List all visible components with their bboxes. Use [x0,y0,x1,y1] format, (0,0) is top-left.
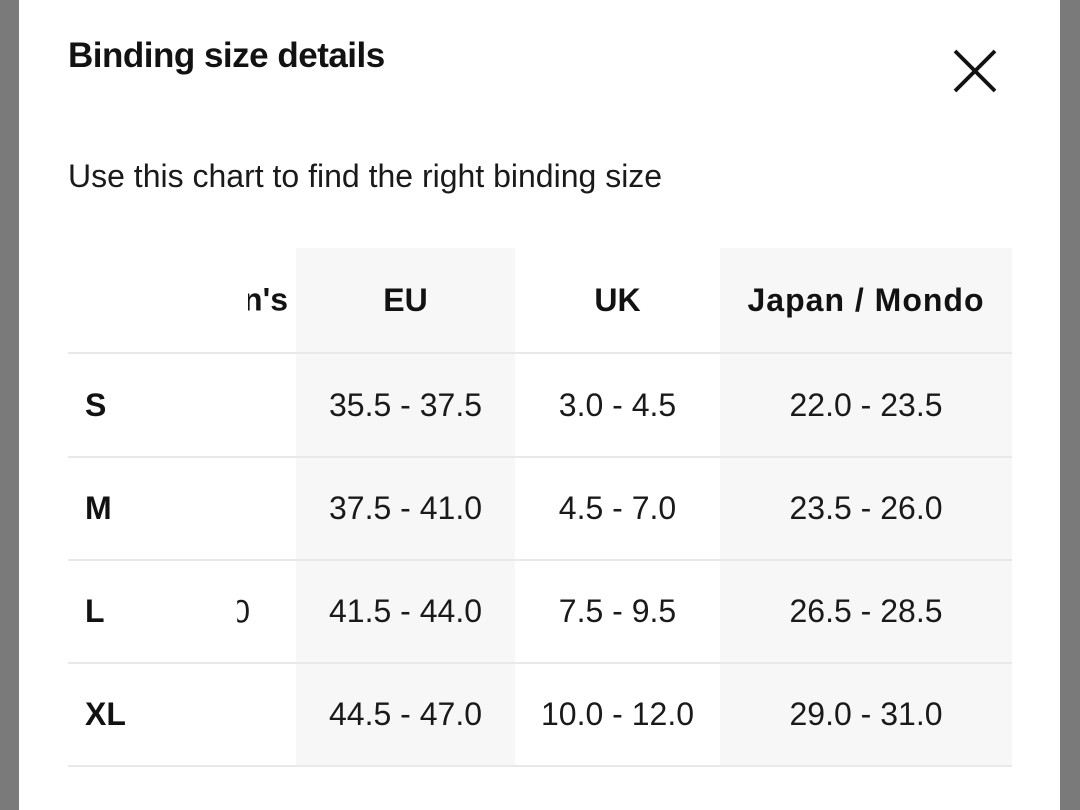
close-button[interactable] [952,48,998,94]
partial-value-fragment: 0 [233,593,250,629]
eu-value: 41.5 - 44.0 [329,593,482,629]
row-divider [68,456,1012,458]
partial-hidden-column [233,354,296,456]
modal-title: Binding size details [68,36,385,75]
japan-value: 23.5 - 26.0 [789,490,943,526]
size-label: M [85,490,112,526]
row-divider [68,559,1012,561]
uk-value: 3.0 - 4.5 [558,386,677,423]
table-row-l: L 0 41.5 - 44.0 7.5 - 9.5 26.5 - 28.5 [19,561,1012,662]
row-divider [68,765,1012,767]
backdrop-right[interactable] [1058,0,1080,810]
size-label: L [85,593,105,629]
eu-column-background [296,248,515,767]
uk-value: 4.5 - 7.0 [558,490,677,526]
column-header-japan-mondo: Japan / Mondo [747,281,985,318]
eu-value: 35.5 - 37.5 [329,386,482,423]
table-header-row: n's EU UK Japan / Mondo [19,248,1012,352]
row-divider [68,352,1012,354]
japan-column-background [720,248,1012,767]
size-label: XL [85,696,126,732]
column-header-uk: UK [594,281,641,318]
size-column-header [19,248,233,352]
backdrop-left[interactable] [0,0,21,810]
size-label: S [85,386,107,423]
table-row-xl: XL 44.5 - 47.0 10.0 - 12.0 29.0 - 31.0 [19,664,1012,765]
partial-column-header-fragment: n's [243,281,288,318]
size-chart-table[interactable]: n's EU UK Japan / Mondo S 35.5 - 37.5 3.… [19,248,1012,769]
table-row-m: M 37.5 - 41.0 4.5 - 7.0 23.5 - 26.0 [19,458,1012,559]
table-row-s: S 35.5 - 37.5 3.0 - 4.5 22.0 - 23.5 [19,354,1012,456]
modal-subtitle: Use this chart to find the right binding… [68,158,663,194]
eu-value: 37.5 - 41.0 [329,490,482,526]
uk-value: 7.5 - 9.5 [558,593,677,629]
row-divider [68,662,1012,664]
partial-hidden-column [233,664,296,765]
close-icon [953,49,997,93]
japan-value: 26.5 - 28.5 [789,593,943,629]
eu-value: 44.5 - 47.0 [329,696,482,732]
binding-size-modal: Binding size details Use this chart to f… [19,0,1060,810]
uk-value: 10.0 - 12.0 [541,696,694,732]
partial-hidden-column [233,458,296,559]
column-header-eu: EU [383,281,428,318]
japan-value: 29.0 - 31.0 [789,696,943,732]
partial-hidden-column: 0 [233,561,296,662]
partial-hidden-column: n's [233,248,296,352]
japan-value: 22.0 - 23.5 [789,386,943,423]
